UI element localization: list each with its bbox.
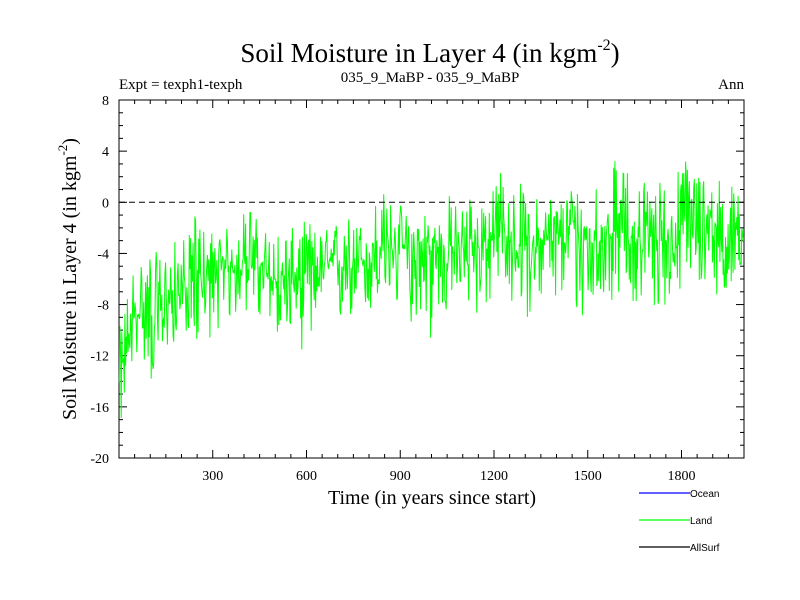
legend-label-ocean: Ocean [690,489,719,500]
y-tick-label: 0 [102,196,109,211]
x-tick-label: 600 [296,469,317,484]
legend-label-allsurf: AllSurf [690,543,720,554]
axis-ticks [119,99,744,459]
y-tick-label: -12 [90,350,109,365]
y-tick-label: -20 [90,452,109,467]
series-line-land [118,161,745,418]
x-tick-label: 900 [390,469,411,484]
series-layer [118,161,745,418]
x-tick-label: 1500 [574,469,602,484]
y-tick-label: -16 [90,401,109,416]
x-tick-label: 1800 [668,469,696,484]
y-axis-label: Soil Moisture in Layer 4 (in kgm-2) [55,138,81,420]
tick-labels: 8 4 0 -4 -8 -12 -16 -20 300 600 900 1200 1500 1800 [90,94,695,484]
y-tick-label: 8 [102,94,109,109]
subtitle-left: Expt = texph1-texph [119,77,243,93]
y-tick-label: 4 [102,145,109,160]
subtitle-center: 035_9_MaBP - 035_9_MaBP [341,70,520,86]
x-tick-label: 1200 [480,469,508,484]
legend-label-land: Land [690,516,712,527]
x-tick-label: 300 [202,469,223,484]
y-tick-label: -8 [97,299,109,314]
x-axis-label: Time (in years since start) [328,487,536,509]
legend: Ocean Land AllSurf [639,489,720,554]
y-tick-label: -4 [97,247,109,262]
subtitle-right: Ann [718,77,744,93]
chart-title: Soil Moisture in Layer 4 (in kgm-2) [240,37,619,68]
